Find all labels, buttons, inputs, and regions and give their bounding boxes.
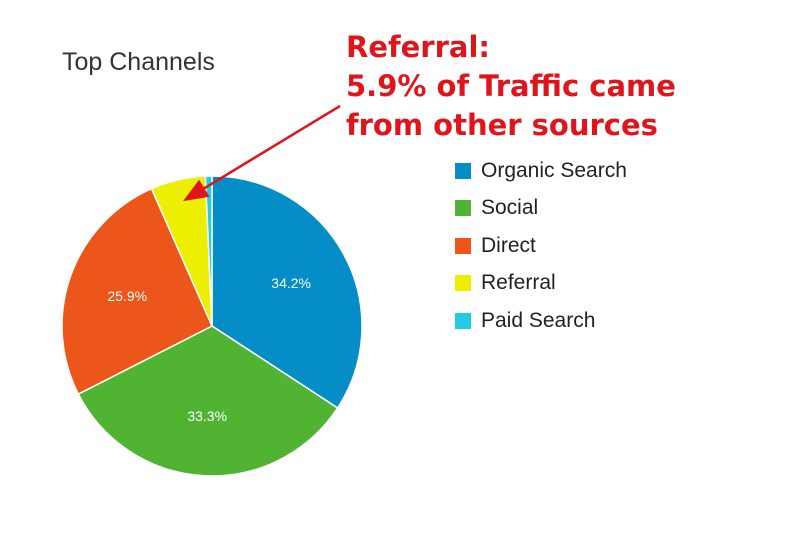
legend: Organic Search Social Direct Referral Paid S…: [455, 152, 627, 340]
pie-slice-paid-search: [204, 175, 213, 327]
legend-label: Organic Search: [481, 158, 627, 182]
legend-item: Paid Search: [455, 302, 627, 340]
legend-swatch: [455, 162, 471, 179]
annotation-line: from other sources: [346, 108, 658, 142]
legend-label: Direct: [481, 233, 536, 257]
legend-item: Social: [455, 190, 627, 228]
slice-value-label: 33.3%: [187, 408, 227, 424]
annotation-arrow: [183, 104, 341, 202]
legend-label: Paid Search: [481, 308, 596, 332]
annotation-line: 5.9% of Traffic came: [346, 69, 676, 103]
legend-item: Direct: [455, 227, 627, 265]
legend-item: Referral: [455, 265, 627, 303]
legend-label: Social: [481, 196, 539, 220]
annotation-callout: Referral: 5.9% of Traffic came from othe…: [346, 28, 676, 145]
chart-title: Top Channels: [62, 48, 215, 76]
annotation-line: Referral:: [346, 30, 490, 64]
legend-swatch: [455, 312, 471, 329]
pie-slice-social: [77, 325, 339, 477]
legend-label: Referral: [481, 271, 556, 295]
legend-swatch: [455, 275, 471, 292]
slice-value-label: 25.9%: [107, 288, 147, 304]
legend-swatch: [455, 200, 471, 217]
slice-value-label: 34.2%: [271, 275, 311, 291]
legend-swatch: [455, 237, 471, 254]
legend-item: Organic Search: [455, 152, 627, 190]
pie-slice-direct: [61, 187, 213, 396]
